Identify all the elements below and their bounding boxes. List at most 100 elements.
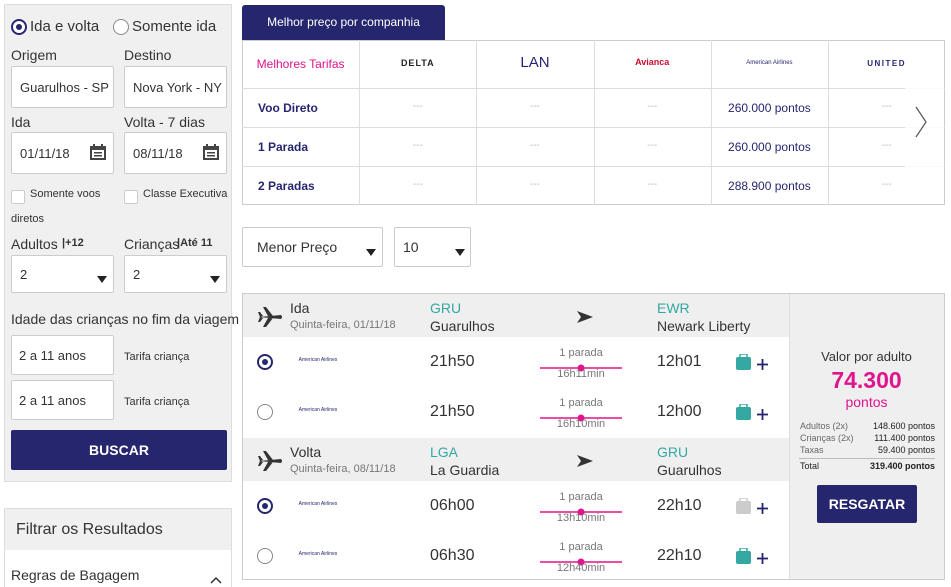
direction-arrow [577,310,593,323]
breakdown-value: 319.400 pontos [869,461,935,471]
redeem-button[interactable]: RESGATAR [817,485,917,523]
dropdown-caret-svg [366,249,376,256]
col-divider [828,40,829,205]
dropdown-caret [210,270,220,283]
airline-logo[interactable]: American Airlines [746,60,793,66]
row-divider [242,166,945,167]
field-label: Crianças [124,236,180,252]
stops: 1 parada [559,491,603,503]
radio[interactable] [257,498,273,514]
plane-icon-svg [258,307,282,327]
radio-dot [262,359,268,365]
radio[interactable] [257,354,273,370]
leg-header [243,294,789,337]
price-cell: --- [881,178,892,190]
price-cell: --- [412,100,423,112]
checkbox[interactable] [124,190,138,204]
text-input[interactable] [11,335,114,375]
chevron-up-svg [210,576,222,584]
stops: 1 parada [559,397,603,409]
chevron-up [210,571,222,584]
direction-arrow-svg [577,455,593,467]
price-cell[interactable]: 260.000 pontos [728,100,811,115]
price-amount: 74.300 [831,367,902,393]
input-value[interactable]: 2 a 11 anos [19,348,86,363]
baggage-icon-svg [736,547,751,564]
button-label: BUSCAR [89,442,149,458]
leg-date: Quinta-feira, 08/11/18 [290,463,396,475]
select-value[interactable]: Menor Preço [257,239,338,255]
col-divider [476,40,478,205]
search-button[interactable]: BUSCAR [11,430,227,470]
plane-icon-svg [258,451,282,471]
price-cell[interactable]: 288.900 pontos [728,178,811,193]
expand-plus[interactable] [757,407,768,420]
radio[interactable] [257,548,273,564]
duration: 16h11min [557,368,605,380]
depart-time: 06h30 [430,547,475,564]
leg-label: Ida [290,300,310,316]
page-size-select[interactable] [394,227,471,267]
total-divider [799,458,935,459]
field-label: Destino [124,47,172,63]
breakdown-label: Taxas [800,445,824,455]
fare-note: Tarifa criança [124,396,190,408]
filter-item[interactable]: Regras de Bagagem [11,567,140,583]
row-divider [242,88,945,89]
row-label: Voo Direto [258,100,318,115]
input-value[interactable]: Nova York - NY [133,80,222,95]
radio[interactable] [113,19,129,35]
calendar-icon-svg [203,144,219,160]
input-value[interactable]: 01/11/18 [20,146,70,161]
airline-logo[interactable]: DELTA [400,58,435,68]
trip-type-label: Ida e volta [30,18,100,35]
select-value[interactable]: 2 [133,267,141,282]
expand-plus[interactable] [757,551,768,564]
expand-plus[interactable] [757,501,768,514]
tab-label: Melhor preço por companhia [267,15,420,29]
text-input[interactable] [11,66,114,108]
price-cell: --- [881,100,892,112]
price-cell: --- [529,100,540,112]
airport-code: LGA [430,444,459,460]
price-unit: pontos [845,394,888,410]
scroll-right[interactable] [915,106,927,138]
airline-logo[interactable]: LAN [520,54,550,71]
input-value[interactable]: 08/11/18 [133,146,183,161]
checkbox[interactable] [11,190,25,204]
airline-logo[interactable]: UNITED [867,59,906,68]
sort-select[interactable] [242,227,383,267]
baggage-icon-svg [736,403,751,420]
select-value[interactable]: 2 [20,267,28,282]
direction-arrow [577,454,593,467]
radio[interactable] [257,404,273,420]
depart-time: 06h00 [430,497,475,514]
text-input[interactable] [124,66,227,108]
airline-logo: American Airlines [298,501,338,507]
price-cell: --- [881,139,892,151]
select[interactable] [124,255,227,293]
expand-plus[interactable] [757,357,768,370]
breakdown-value: 111.400 pontos [874,433,935,443]
price-cell[interactable]: 260.000 pontos [728,139,811,154]
price-cell: --- [529,178,540,190]
depart-time: 21h50 [430,353,475,370]
table-corner: Melhores Tarifas [256,57,345,71]
tab[interactable]: Melhor preço por companhia [242,5,445,41]
breakdown-label: Adultos (2x) [800,421,849,431]
radio[interactable] [11,19,27,35]
depart-time: 21h50 [430,403,475,420]
select-value[interactable]: 10 [403,239,419,255]
input-value[interactable]: 2 a 11 anos [19,393,86,408]
arrive-time: 12h00 [657,403,702,420]
airline-logo[interactable]: Avianca [635,57,670,67]
baggage-icon-svg [736,497,751,514]
baggage-icon [736,403,751,420]
text-input[interactable] [11,380,114,420]
baggage-icon [736,353,751,370]
select[interactable] [11,255,114,293]
input-value[interactable]: Guarulhos - SP [20,80,109,95]
stops-line-svg [540,508,622,516]
baggage-icon [736,497,751,514]
stops-line-svg [540,414,622,422]
